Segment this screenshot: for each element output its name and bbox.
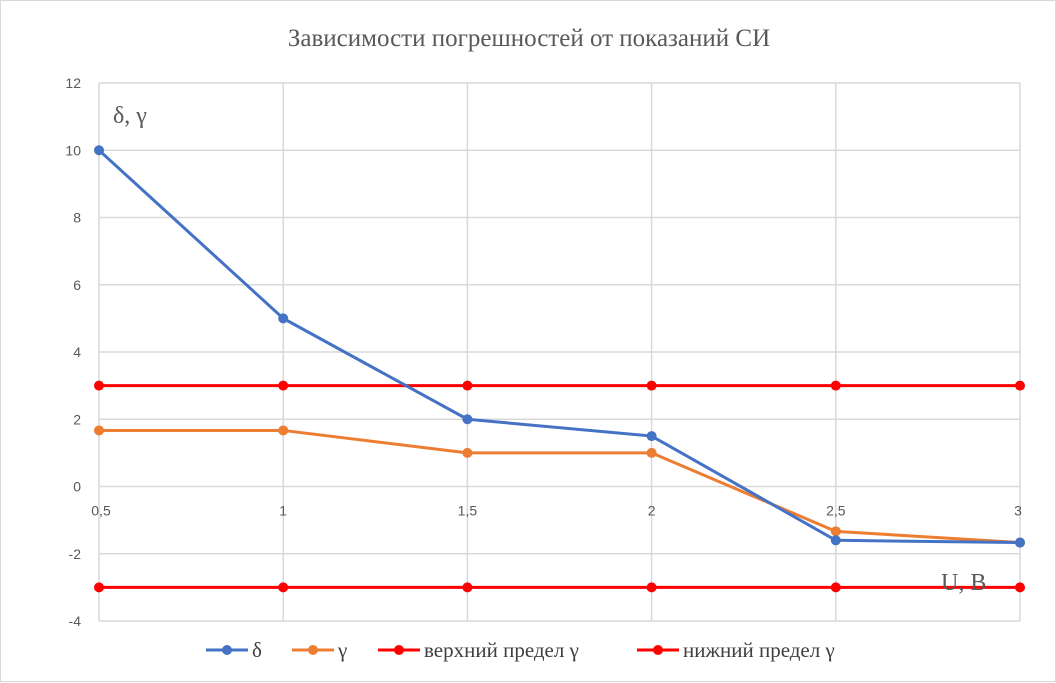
- legend-marker: [653, 645, 663, 655]
- chart-title: Зависимости погрешностей от показаний СИ: [288, 25, 770, 52]
- legend-item-3: нижний предел γ: [637, 638, 835, 662]
- data-point: [278, 313, 289, 324]
- legend-label: δ: [252, 638, 262, 662]
- x-tick-label: 2: [648, 503, 656, 519]
- data-point: [646, 380, 657, 391]
- data-point: [830, 535, 841, 546]
- y-tick-label: 6: [73, 277, 81, 293]
- series-1: [94, 425, 1025, 548]
- legend-marker: [394, 645, 404, 655]
- legend: δ γ верхний предел γ нижний предел γ: [206, 638, 835, 662]
- data-point: [94, 582, 104, 593]
- y-tick-label: 4: [73, 344, 81, 360]
- data-point: [646, 582, 657, 593]
- data-point: [462, 447, 473, 458]
- series-3: [94, 582, 1025, 593]
- legend-item-0: δ: [206, 638, 262, 662]
- legend-label: γ: [337, 638, 347, 662]
- y-tick-label: -2: [69, 546, 82, 562]
- legend-item-2: верхний предел γ: [378, 638, 579, 662]
- x-tick-label: 1,5: [458, 503, 478, 519]
- y-axis-label: δ, γ: [113, 103, 147, 129]
- y-tick-label: -4: [69, 613, 82, 629]
- x-tick-label: 2,5: [826, 503, 846, 519]
- series-0: [94, 145, 1025, 548]
- x-tick-label: 1: [279, 503, 287, 519]
- series-line: [97, 149, 1021, 545]
- data-point: [462, 380, 473, 391]
- series-2: [94, 380, 1025, 391]
- data-point: [830, 526, 841, 537]
- legend-marker: [222, 645, 232, 655]
- data-point: [1015, 380, 1025, 391]
- data-point: [1015, 582, 1025, 593]
- data-point: [646, 447, 657, 458]
- x-tick-label: 0,5: [91, 503, 111, 519]
- x-axis-ticks: 0,5 1 1,5 2 2,5 3: [91, 503, 1022, 519]
- legend-label: нижний предел γ: [683, 638, 835, 662]
- data-point: [830, 380, 841, 391]
- data-point: [278, 380, 289, 391]
- legend-marker: [308, 645, 318, 655]
- data-point: [94, 425, 104, 436]
- data-point: [830, 582, 841, 593]
- y-tick-label: 2: [73, 411, 81, 427]
- y-tick-label: 0: [73, 479, 81, 495]
- data-point: [94, 145, 104, 156]
- data-point: [462, 414, 473, 425]
- series-layer: [94, 145, 1025, 593]
- data-point: [462, 582, 473, 593]
- y-tick-label: 10: [65, 142, 81, 158]
- x-axis-label: U, В: [941, 570, 986, 596]
- data-point: [94, 380, 104, 391]
- series-line: [99, 428, 1021, 545]
- y-tick-label: 12: [65, 75, 81, 91]
- data-point: [278, 425, 289, 436]
- data-point: [1015, 537, 1025, 548]
- y-tick-label: 8: [73, 210, 81, 226]
- legend-item-1: γ: [292, 638, 347, 662]
- data-point: [646, 431, 657, 442]
- y-axis-ticks: -4 -2 0 2 4 6 8 10 12: [65, 75, 81, 629]
- legend-label: верхний предел γ: [424, 638, 579, 662]
- data-point: [278, 582, 289, 593]
- x-tick-label: 3: [1014, 503, 1022, 519]
